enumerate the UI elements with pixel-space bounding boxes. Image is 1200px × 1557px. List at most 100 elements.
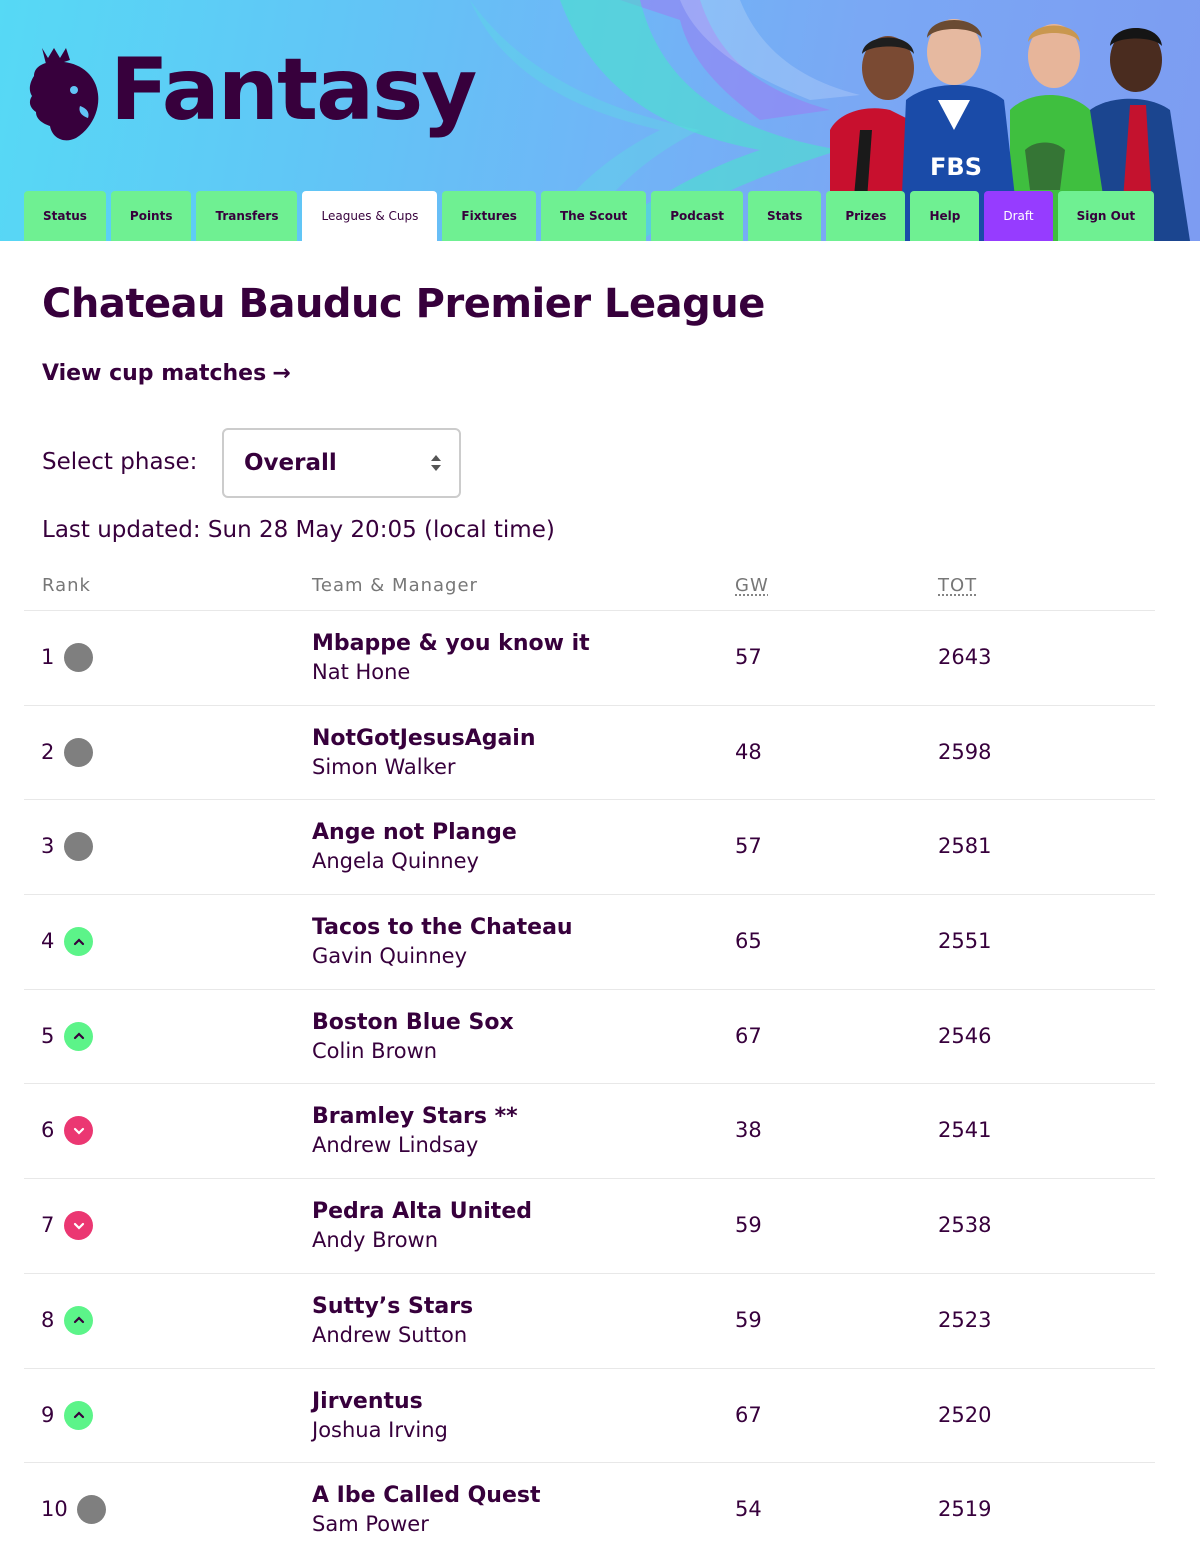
rank-number: 4 [41,929,54,953]
total-points: 2581 [938,834,991,858]
total-points: 2523 [938,1308,991,1332]
gameweek-points: 48 [735,740,762,764]
fantasy-wordmark: Fantasy [110,40,475,140]
rank-number: 10 [41,1497,68,1521]
team-name-link[interactable]: Jirventus [312,1389,423,1414]
table-row: 2 NotGotJesusAgain Simon Walker 48 2598 [24,706,1155,801]
total-points: 2546 [938,1024,991,1048]
tab-stats[interactable]: Stats [748,191,821,241]
tab-leagues-cups[interactable]: Leagues & Cups [302,191,437,241]
tab-sign-out[interactable]: Sign Out [1058,191,1155,241]
rank-up-icon [64,1306,93,1335]
gameweek-points: 54 [735,1497,762,1521]
total-points: 2598 [938,740,991,764]
sponsor-badge: FBS [930,153,982,181]
total-points: 2551 [938,929,991,953]
table-row: 8 Sutty’s Stars Andrew Sutton 59 2523 [24,1274,1155,1369]
total-points: 2643 [938,645,991,669]
gameweek-points: 67 [735,1403,762,1427]
total-points: 2541 [938,1118,991,1142]
manager-name: Andrew Lindsay [312,1133,478,1157]
tab-the-scout[interactable]: The Scout [541,191,646,241]
tab-prizes[interactable]: Prizes [826,191,905,241]
header-tot: TOT [938,575,977,596]
rank-number: 8 [41,1308,54,1332]
rank-same-icon [77,1495,106,1524]
phase-label: Select phase: [42,449,197,475]
tab-fixtures[interactable]: Fixtures [442,191,536,241]
tab-points[interactable]: Points [111,191,192,241]
standings-rows: 1 Mbappe & you know it Nat Hone 57 2643 2 NotG… [24,611,1155,1557]
team-name-link[interactable]: Sutty’s Stars [312,1294,473,1319]
gameweek-points: 38 [735,1118,762,1142]
rank-down-icon [64,1116,93,1145]
total-points: 2538 [938,1213,991,1237]
header-team-manager: Team & Manager [312,575,478,596]
last-updated-text: Last updated: Sun 28 May 20:05 (local ti… [42,517,555,543]
manager-name: Nat Hone [312,660,410,684]
team-name-link[interactable]: Tacos to the Chateau [312,915,573,940]
view-cup-matches-link[interactable]: View cup matches → [42,361,291,386]
team-name-link[interactable]: Mbappe & you know it [312,631,590,656]
rank-number: 5 [41,1024,54,1048]
phase-select[interactable]: Overall [222,428,461,498]
manager-name: Joshua Irving [312,1418,448,1442]
team-name-link[interactable]: Bramley Stars ** [312,1104,518,1129]
table-row: 7 Pedra Alta United Andy Brown 59 2538 [24,1179,1155,1274]
manager-name: Andy Brown [312,1228,438,1252]
gameweek-points: 57 [735,645,762,669]
total-points: 2519 [938,1497,991,1521]
gameweek-points: 65 [735,929,762,953]
rank-up-icon [64,1401,93,1430]
table-row: 4 Tacos to the Chateau Gavin Quinney 65 2551 [24,895,1155,990]
tab-status[interactable]: Status [24,191,106,241]
manager-name: Simon Walker [312,755,456,779]
gameweek-points: 59 [735,1308,762,1332]
table-row: 5 Boston Blue Sox Colin Brown 67 2546 [24,990,1155,1085]
rank-down-icon [64,1211,93,1240]
team-name-link[interactable]: A Ibe Called Quest [312,1483,541,1508]
manager-name: Sam Power [312,1512,429,1536]
header-gw: GW [735,575,769,596]
manager-name: Gavin Quinney [312,944,467,968]
rank-same-icon [64,643,93,672]
tab-podcast[interactable]: Podcast [651,191,743,241]
rank-number: 3 [41,834,54,858]
rank-number: 6 [41,1118,54,1142]
main-nav: Status Points Transfers Leagues & Cups F… [24,191,1159,241]
page-title: Chateau Bauduc Premier League [42,281,765,327]
standings-header: Rank Team & Manager GW TOT [24,563,1155,611]
gameweek-points: 67 [735,1024,762,1048]
table-row: 3 Ange not Plange Angela Quinney 57 2581 [24,800,1155,895]
manager-name: Angela Quinney [312,849,479,873]
table-row: 6 Bramley Stars ** Andrew Lindsay 38 2541 [24,1084,1155,1179]
tab-draft[interactable]: Draft [984,191,1052,241]
manager-name: Andrew Sutton [312,1323,467,1347]
rank-up-icon [64,1022,93,1051]
cup-link-label: View cup matches [42,361,266,386]
select-caret-icon [429,452,443,474]
team-name-link[interactable]: Pedra Alta United [312,1199,532,1224]
team-name-link[interactable]: Ange not Plange [312,820,517,845]
rank-up-icon [64,927,93,956]
team-name-link[interactable]: NotGotJesusAgain [312,726,536,751]
table-row: 10 A Ibe Called Quest Sam Power 54 2519 [24,1463,1155,1557]
standings-table: Rank Team & Manager GW TOT 1 Mbappe & you… [24,563,1155,1557]
rank-number: 1 [41,645,54,669]
total-points: 2520 [938,1403,991,1427]
rank-number: 7 [41,1213,54,1237]
phase-select-value: Overall [244,450,337,476]
rank-same-icon [64,738,93,767]
arrow-right-icon: → [272,361,290,386]
gameweek-points: 59 [735,1213,762,1237]
rank-number: 2 [41,740,54,764]
premier-league-lion-icon [24,46,102,142]
rank-number: 9 [41,1403,54,1427]
table-row: 9 Jirventus Joshua Irving 67 2520 [24,1369,1155,1464]
tab-transfers[interactable]: Transfers [196,191,297,241]
table-row: 1 Mbappe & you know it Nat Hone 57 2643 [24,611,1155,706]
team-name-link[interactable]: Boston Blue Sox [312,1010,514,1035]
site-header: Fantasy FBS Status Points Transfers Leag… [0,0,1200,241]
header-rank: Rank [42,575,91,596]
tab-help[interactable]: Help [910,191,979,241]
